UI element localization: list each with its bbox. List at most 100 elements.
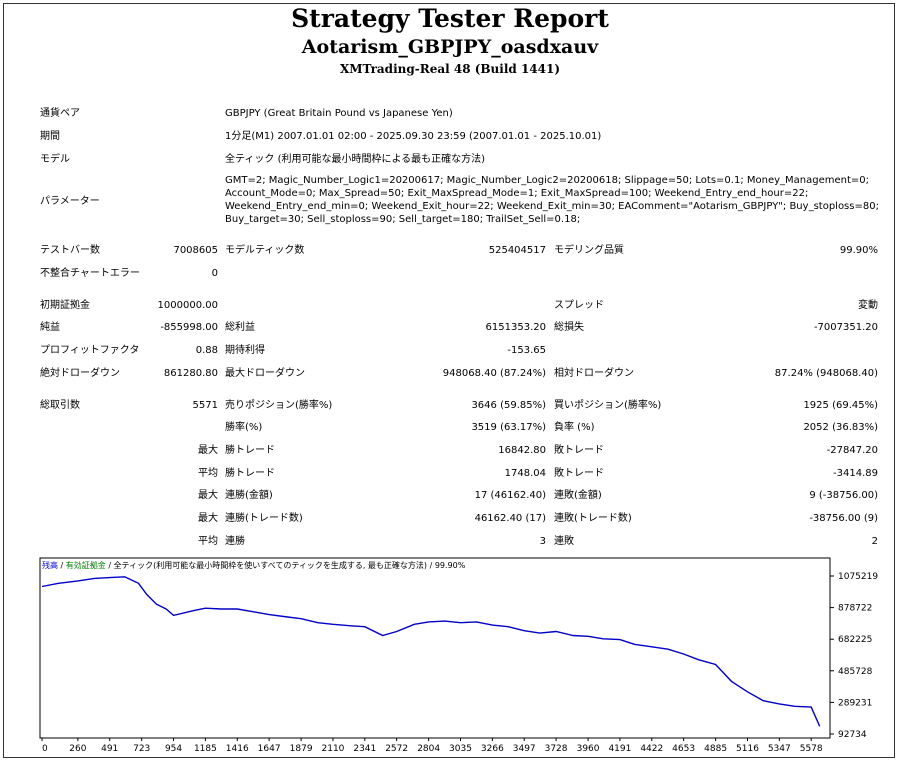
chart-legend: 残高 / 有効証拠金 / 全ティック(利用可能な最小時間枠を使いすべてのティック…	[42, 560, 465, 571]
net-label: 純益	[40, 322, 60, 333]
bars-value: 7008605	[173, 245, 218, 256]
trades-value: 5571	[192, 400, 218, 411]
x-tick-label: 4653	[672, 744, 695, 754]
model-label: モデル	[40, 154, 70, 165]
x-tick-label: 4191	[608, 744, 631, 754]
y-tick-label: 485728	[838, 667, 873, 677]
params-value: GMT=2; Magic_Number_Logic1=20200617; Mag…	[225, 175, 879, 225]
rel-dd-label: 相対ドローダウン	[554, 368, 634, 379]
largest-win-label: 勝トレード	[225, 445, 275, 456]
report-title: Strategy Tester Report	[291, 4, 609, 33]
max-word-1: 最大	[198, 445, 218, 456]
net-value: -855998.00	[160, 322, 218, 333]
gross-profit-value: 6151353.20	[485, 322, 546, 333]
cons-profit-value: 46162.40 (17)	[474, 513, 546, 524]
short-value: 3646 (59.85%)	[471, 400, 546, 411]
x-tick-label: 1647	[258, 744, 281, 754]
x-axis: 0 260 491 723 954 1185 1416 1647 1879 2110 2341 257…	[41, 738, 823, 754]
pf-label: プロフィットファクタ	[40, 345, 140, 356]
avg-word-1: 平均	[198, 468, 218, 479]
model-value: 全ティック (利用可能な最小時間枠による最も正確な方法)	[225, 154, 486, 165]
plot-area	[39, 557, 831, 739]
legend-separator: /	[58, 561, 66, 570]
largest-loss-value: -27847.20	[826, 445, 878, 456]
balance-chart: 0 260 491 723 954 1185 1416 1647 1879 2110 2341 257…	[38, 556, 888, 756]
x-tick-label: 5116	[736, 744, 759, 754]
short-label: 売りポジション(勝率%)	[225, 400, 333, 411]
avg-loss-label: 敗トレード	[554, 468, 604, 479]
deposit-value: 1000000.00	[157, 300, 218, 311]
x-tick-label: 2804	[417, 744, 440, 754]
y-tick-label: 682225	[838, 635, 872, 645]
cons-loss-value: -38756.00 (9)	[809, 513, 878, 524]
legend-quality: / 99.90%	[427, 561, 466, 570]
balance-chart-svg: 0 260 491 723 954 1185 1416 1647 1879 2110 2341 257…	[39, 557, 878, 754]
y-tick-label: 92734	[838, 730, 867, 740]
largest-loss-label: 敗トレード	[554, 445, 604, 456]
loss-label: 負率 (%)	[554, 422, 595, 433]
avg-cons-losses-value: 2	[871, 536, 878, 547]
y-tick-label: 878722	[838, 604, 872, 614]
params-label: パラメーター	[40, 196, 100, 207]
deposit-label: 初期証拠金	[40, 300, 90, 311]
x-tick-label: 0	[42, 744, 48, 754]
symbol-label: 通貨ペア	[40, 108, 80, 119]
avg-word-2: 平均	[198, 536, 218, 547]
x-tick-label: 3728	[545, 744, 568, 754]
avg-win-value: 1748.04	[504, 468, 546, 479]
x-tick-label: 5578	[800, 744, 823, 754]
x-tick-label: 3497	[513, 744, 536, 754]
period-label: 期間	[40, 131, 60, 142]
cons-loss-label: 連敗(トレード数)	[554, 513, 632, 524]
quality-value: 99.90%	[839, 245, 878, 256]
x-tick-label: 4422	[640, 744, 663, 754]
pf-value: 0.88	[195, 345, 218, 356]
abs-dd-value: 861280.80	[163, 368, 218, 379]
cons-wins-value: 17 (46162.40)	[474, 490, 546, 501]
trades-label: 総取引数	[40, 400, 80, 411]
avg-cons-losses-label: 連敗	[554, 536, 574, 547]
cons-losses-value: 9 (-38756.00)	[809, 490, 878, 501]
x-tick-label: 1416	[226, 744, 249, 754]
ea-name: Aotarism_GBPJPY_oasdxauv	[301, 36, 599, 58]
long-value: 1925 (69.45%)	[803, 400, 878, 411]
x-tick-label: 954	[165, 744, 182, 754]
legend-balance: 残高	[42, 561, 58, 570]
x-tick-label: 2110	[322, 744, 345, 754]
x-tick-label: 723	[133, 744, 150, 754]
max-word-2: 最大	[198, 490, 218, 501]
max-dd-label: 最大ドローダウン	[225, 368, 305, 379]
report-frame	[3, 3, 895, 758]
x-tick-label: 4885	[704, 744, 727, 754]
x-tick-label: 3266	[481, 744, 504, 754]
rel-dd-value: 87.24% (948068.40)	[774, 368, 878, 379]
avg-cons-wins-label: 連勝	[225, 536, 245, 547]
quality-label: モデリング品質	[554, 245, 624, 256]
x-tick-label: 3960	[577, 744, 600, 754]
gross-loss-value: -7007351.20	[813, 322, 878, 333]
max-word-3: 最大	[198, 513, 218, 524]
x-tick-label: 2341	[353, 744, 376, 754]
y-axis: 1075219 878722 682225 485728 289231 92734	[830, 572, 878, 740]
legend-model: 全ティック(利用可能な最小時間枠を使いすべてのティックを生成する, 最も正確な方…	[113, 561, 428, 570]
y-tick-label: 289231	[838, 698, 872, 708]
spread-label: スプレッド	[554, 300, 604, 311]
loss-value: 2052 (36.83%)	[803, 422, 878, 433]
symbol-value: GBPJPY (Great Britain Pound vs Japanese …	[225, 108, 453, 119]
y-tick-label: 1075219	[838, 572, 878, 582]
spread-value: 変動	[858, 300, 878, 311]
gross-loss-label: 総損失	[554, 322, 584, 333]
mismatch-label: 不整合チャートエラー	[40, 268, 140, 279]
long-label: 買いポジション(勝率%)	[554, 400, 662, 411]
ticks-label: モデルティック数	[225, 245, 305, 256]
ticks-value: 525404517	[488, 245, 546, 256]
gross-profit-label: 総利益	[225, 322, 255, 333]
max-dd-value: 948068.40 (87.24%)	[442, 368, 546, 379]
largest-win-value: 16842.80	[498, 445, 546, 456]
bars-label: テストバー数	[40, 245, 100, 256]
x-tick-label: 491	[101, 744, 118, 754]
x-tick-label: 1185	[194, 744, 217, 754]
x-tick-label: 5347	[768, 744, 791, 754]
win-label: 勝率(%)	[225, 422, 263, 433]
avg-loss-value: -3414.89	[833, 468, 878, 479]
